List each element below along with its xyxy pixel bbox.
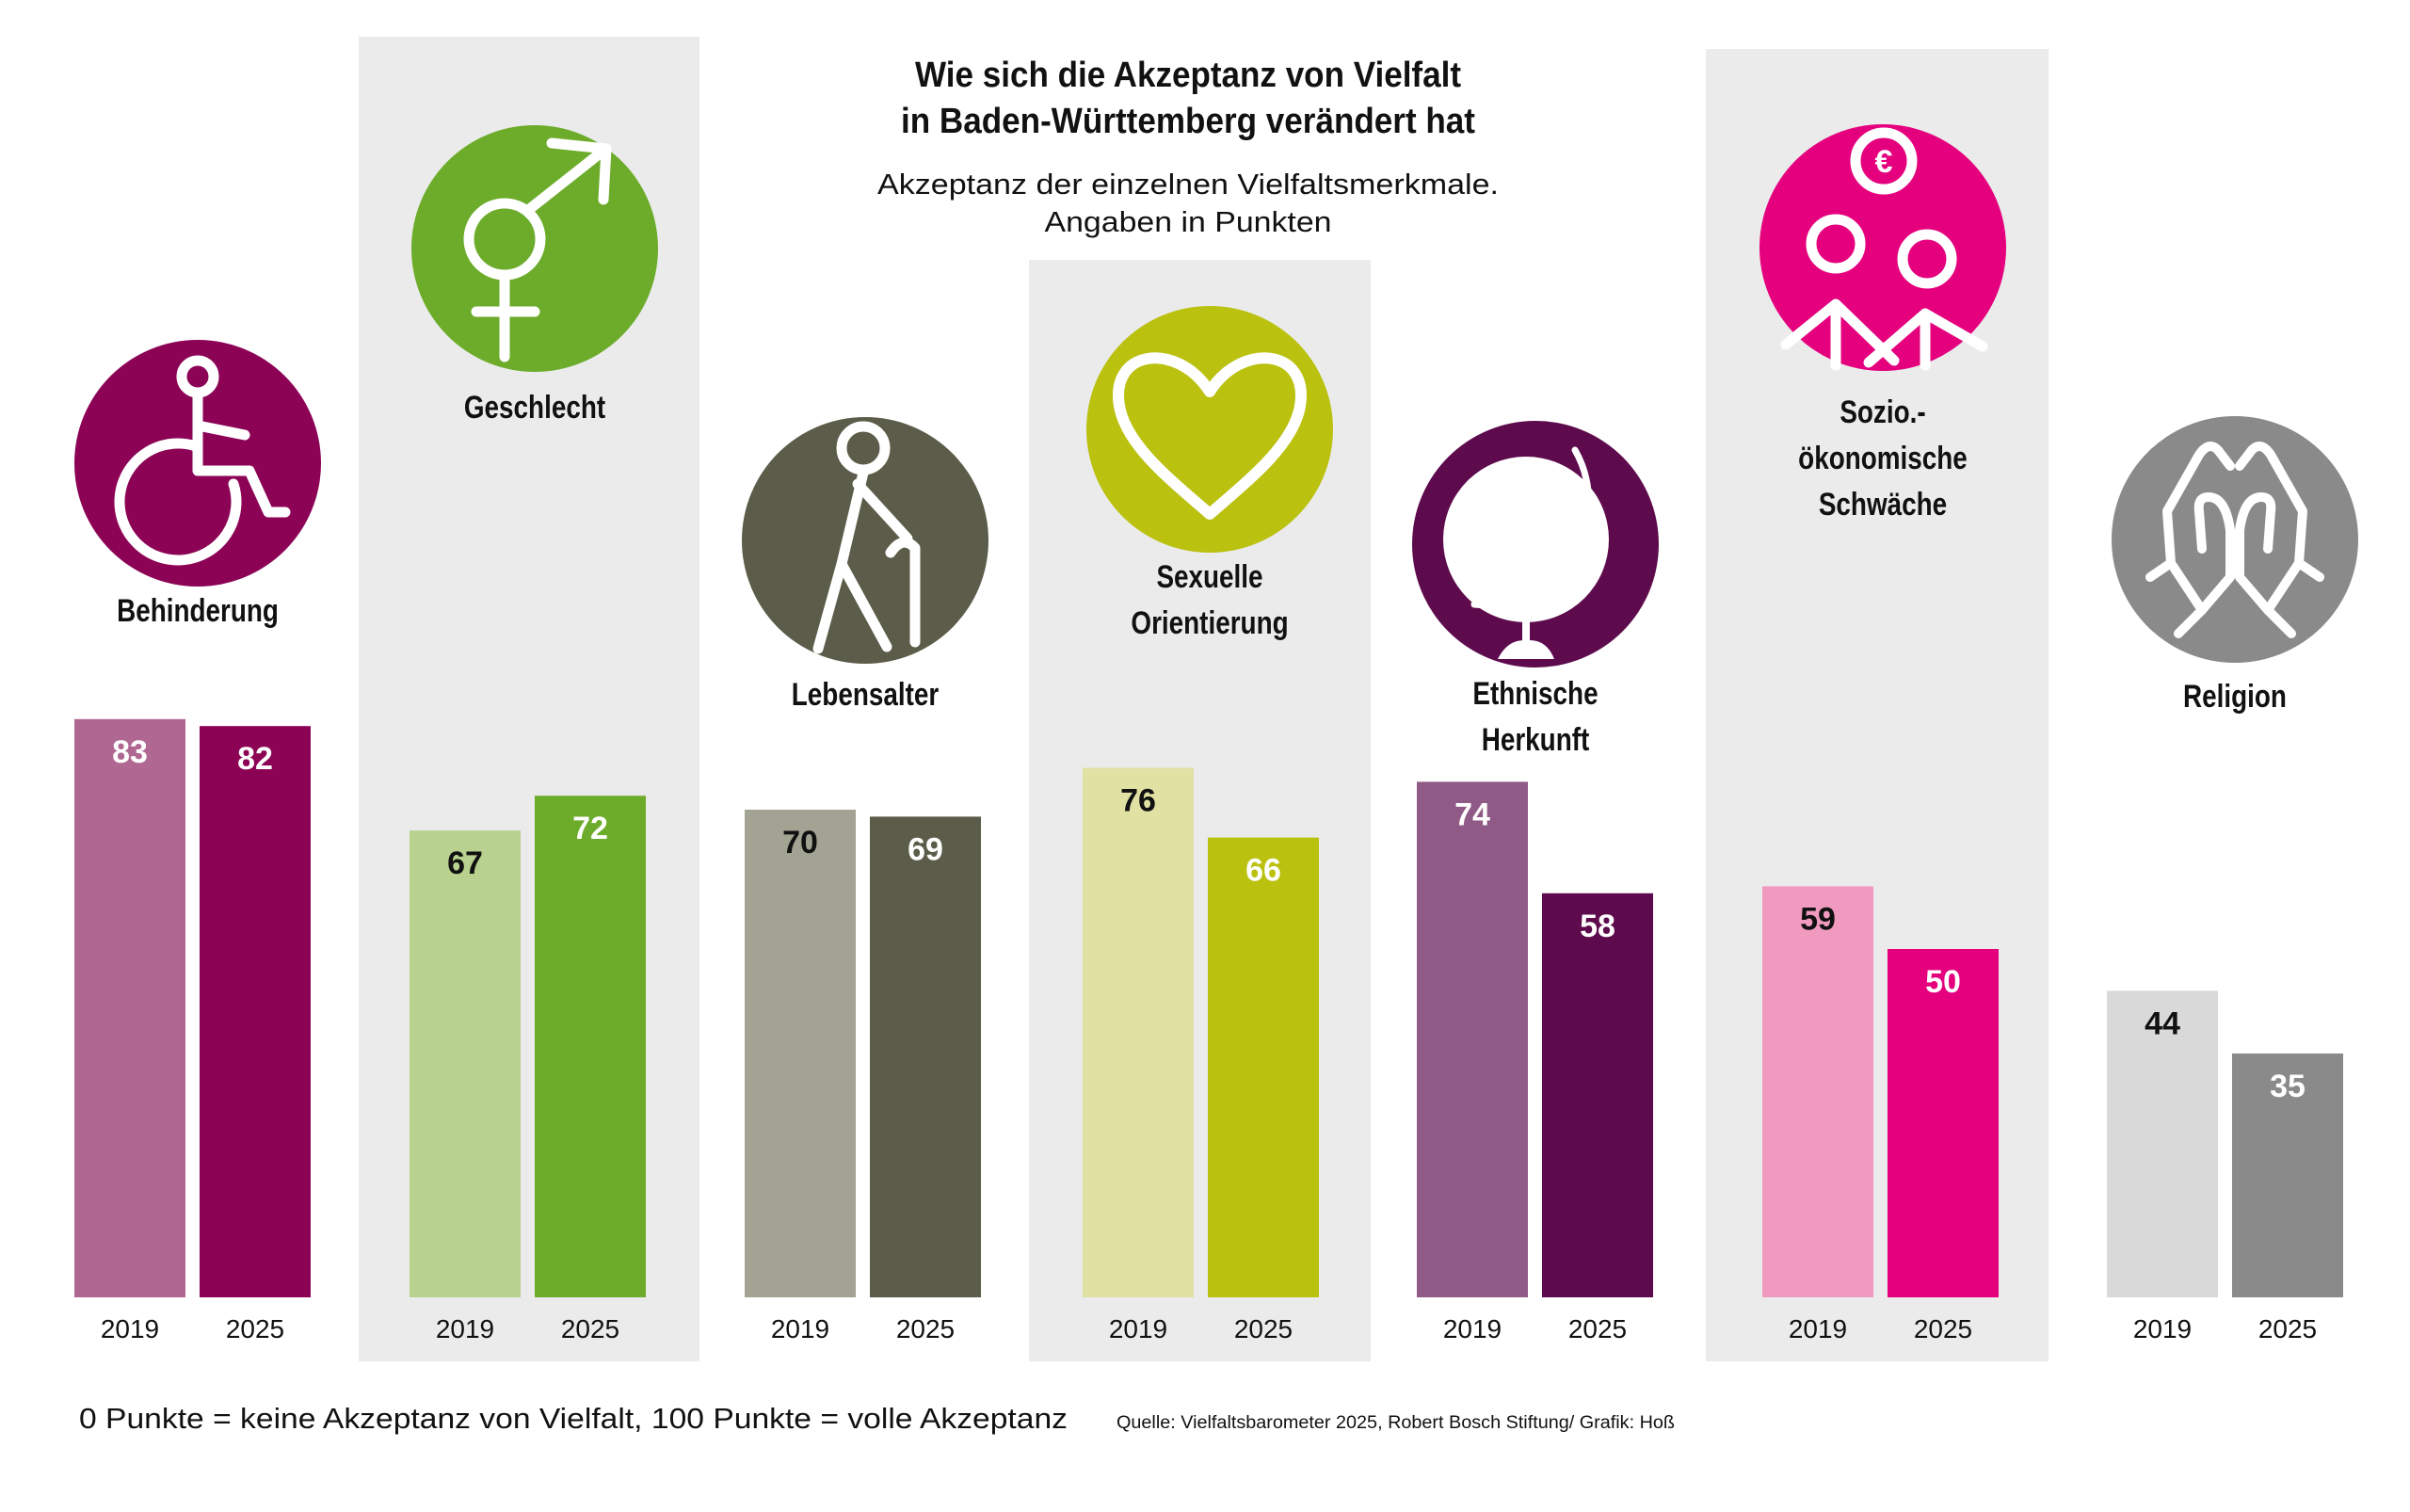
group-geschlecht: Geschlecht 67 2019 72 2025: [410, 125, 658, 1343]
category-label: Sozio.-: [1840, 394, 1925, 429]
year-label-2019: 2019: [771, 1314, 829, 1343]
value-label-religion-2025: 35: [2270, 1069, 2306, 1104]
title-line-1: Wie sich die Akzeptanz von Vielfalt: [915, 56, 1461, 95]
euro-symbol: €: [1875, 144, 1893, 180]
source-note: Quelle: Vielfaltsbarometer 2025, Robert …: [1117, 1413, 1675, 1433]
value-label-religion-2019: 44: [2145, 1005, 2180, 1041]
bar-lebensalter-2019: [745, 810, 856, 1297]
bar-religion-2019: [2107, 990, 2218, 1297]
value-label-geschlecht-2019: 67: [447, 845, 483, 881]
category-label: ökonomische: [1798, 440, 1968, 475]
group-ethnische-herkunft: Ethnische Herkunft 74 2019 58 2025: [1412, 421, 1659, 1343]
year-label-2019: 2019: [1443, 1314, 1502, 1343]
chart-title: Wie sich die Akzeptanz von Vielfalt in B…: [901, 56, 1475, 141]
gender-symbol-icon: [411, 125, 658, 372]
value-label-behinderung-2019: 83: [112, 734, 148, 770]
year-label-2025: 2025: [1914, 1314, 1972, 1343]
group-religion: Religion 44 2019 35 2025: [2107, 416, 2358, 1343]
category-label: Behinderung: [117, 592, 279, 628]
bar-geschlecht-2025: [535, 796, 646, 1297]
bar-sexuelle-orientierung-2019: [1083, 767, 1194, 1297]
icon-circle: [1086, 306, 1333, 553]
category-label: Ethnische: [1472, 675, 1598, 711]
praying-hands-icon: [2112, 416, 2358, 663]
value-label-sozio-ökonomische-schwäche-2025: 50: [1925, 964, 1961, 1000]
bar-geschlecht-2019: [410, 830, 521, 1297]
subtitle-line-2: Angaben in Punkten: [1045, 205, 1332, 238]
year-label-2025: 2025: [561, 1314, 619, 1343]
bar-lebensalter-2025: [870, 816, 981, 1297]
bar-sozio-ökonomische-schwäche-2019: [1762, 886, 1873, 1297]
year-label-2019: 2019: [1109, 1314, 1167, 1343]
category-label: Religion: [2183, 678, 2287, 714]
year-label-2025: 2025: [896, 1314, 955, 1343]
footnote: 0 Punkte = keine Akzeptanz von Vielfalt,…: [79, 1402, 1068, 1435]
year-label-2025: 2025: [1568, 1314, 1627, 1343]
chart-subtitle: Akzeptanz der einzelnen Vielfaltsmerkmal…: [877, 168, 1499, 238]
year-label-2025: 2025: [226, 1314, 284, 1343]
heart-icon: [1086, 306, 1333, 553]
group-lebensalter: Lebensalter 70 2019 69 2025: [742, 417, 988, 1343]
category-label: Orientierung: [1131, 604, 1288, 640]
value-label-ethnische-herkunft-2019: 74: [1454, 796, 1490, 832]
category-groups: Behinderung 83 2019 82 2025 Geschlecht 67 2019 7…: [74, 124, 2358, 1343]
bar-religion-2025: [2232, 1054, 2343, 1297]
category-label: Lebensalter: [792, 676, 939, 712]
year-label-2025: 2025: [2258, 1314, 2317, 1343]
group-sexuelle-orientierung: Sexuelle Orientierung 76 2019 66 2025: [1083, 306, 1333, 1343]
category-label: Schwäche: [1819, 486, 1947, 522]
wheelchair-icon: [74, 340, 321, 587]
people-euro-icon: €: [1759, 124, 2006, 371]
value-label-sexuelle-orientierung-2025: 66: [1245, 853, 1281, 889]
year-label-2019: 2019: [1789, 1314, 1847, 1343]
group-sozio-ökonomische-schwäche: € Sozio.- ökonomische Schwäche 59 2019 50 2025: [1759, 124, 2006, 1343]
value-label-ethnische-herkunft-2025: 58: [1580, 909, 1615, 944]
category-label: Sexuelle: [1156, 558, 1262, 594]
year-label-2019: 2019: [101, 1314, 159, 1343]
value-label-geschlecht-2025: 72: [572, 811, 608, 846]
title-line-2: in Baden-Württemberg verändert hat: [901, 102, 1475, 141]
bar-ethnische-herkunft-2025: [1542, 893, 1653, 1297]
value-label-sexuelle-orientierung-2019: 76: [1120, 783, 1156, 819]
value-label-sozio-ökonomische-schwäche-2019: 59: [1800, 901, 1836, 937]
group-behinderung: Behinderung 83 2019 82 2025: [74, 340, 321, 1343]
category-label: Geschlecht: [464, 389, 605, 425]
year-label-2025: 2025: [1234, 1314, 1293, 1343]
value-label-behinderung-2025: 82: [237, 741, 273, 777]
bar-behinderung-2019: [74, 718, 185, 1297]
bar-sozio-ökonomische-schwäche-2025: [1888, 949, 1999, 1297]
elderly-person-cane-icon: [742, 417, 988, 664]
year-label-2019: 2019: [436, 1314, 494, 1343]
bar-ethnische-herkunft-2019: [1417, 781, 1528, 1297]
year-label-2019: 2019: [2133, 1314, 2192, 1343]
subtitle-line-1: Akzeptanz der einzelnen Vielfaltsmerkmal…: [877, 168, 1499, 201]
category-label: Herkunft: [1482, 721, 1590, 757]
value-label-lebensalter-2019: 70: [782, 825, 818, 861]
bar-sexuelle-orientierung-2025: [1208, 837, 1319, 1297]
icon-circle: [742, 417, 988, 664]
globe-icon: [1412, 421, 1659, 668]
bar-behinderung-2025: [200, 726, 311, 1297]
value-label-lebensalter-2025: 69: [908, 831, 943, 867]
